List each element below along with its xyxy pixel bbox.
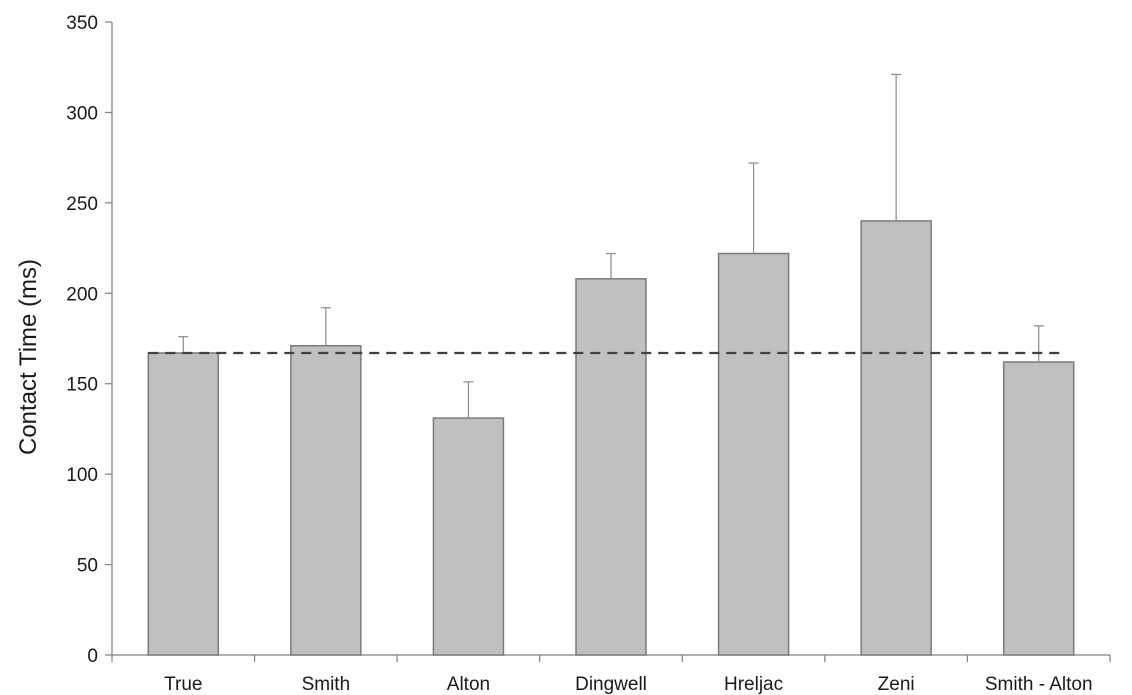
bar-dingwell xyxy=(575,278,647,656)
bar-true xyxy=(147,352,220,656)
y-tick-label: 0 xyxy=(87,646,98,667)
y-axis: 0 50 100 150 200 250 300 350 xyxy=(66,13,113,667)
y-tick-label: 100 xyxy=(66,465,98,486)
x-category-label: Hreljac xyxy=(724,674,783,695)
bar-alton xyxy=(432,417,505,656)
bar-zeni xyxy=(860,220,932,656)
y-tick-label: 350 xyxy=(66,13,98,34)
bar-smith xyxy=(290,344,362,656)
x-axis xyxy=(111,654,1111,662)
bar-smith-alton xyxy=(1002,361,1075,656)
x-category-label: Smith xyxy=(302,674,351,695)
y-tick-label: 200 xyxy=(66,284,98,305)
y-tick-label: 50 xyxy=(77,556,98,577)
bar-hreljac xyxy=(717,252,790,656)
category-labels: True Smith Alton Dingwell Hreljac Zeni Smith -… xyxy=(164,674,1092,695)
x-category-label: Dingwell xyxy=(575,674,647,695)
y-axis-title: Contact Time (ms) xyxy=(15,259,42,455)
x-category-label: True xyxy=(164,674,202,695)
x-category-label: Alton xyxy=(447,674,490,695)
x-category-label: Zeni xyxy=(878,674,915,695)
y-tick-label: 150 xyxy=(66,375,98,396)
error-bars-group xyxy=(178,73,1044,419)
bars-group xyxy=(147,220,1075,656)
y-tick-label: 300 xyxy=(66,103,98,124)
x-category-label: Smith - Alton xyxy=(985,674,1093,695)
y-tick-label: 250 xyxy=(66,194,98,215)
